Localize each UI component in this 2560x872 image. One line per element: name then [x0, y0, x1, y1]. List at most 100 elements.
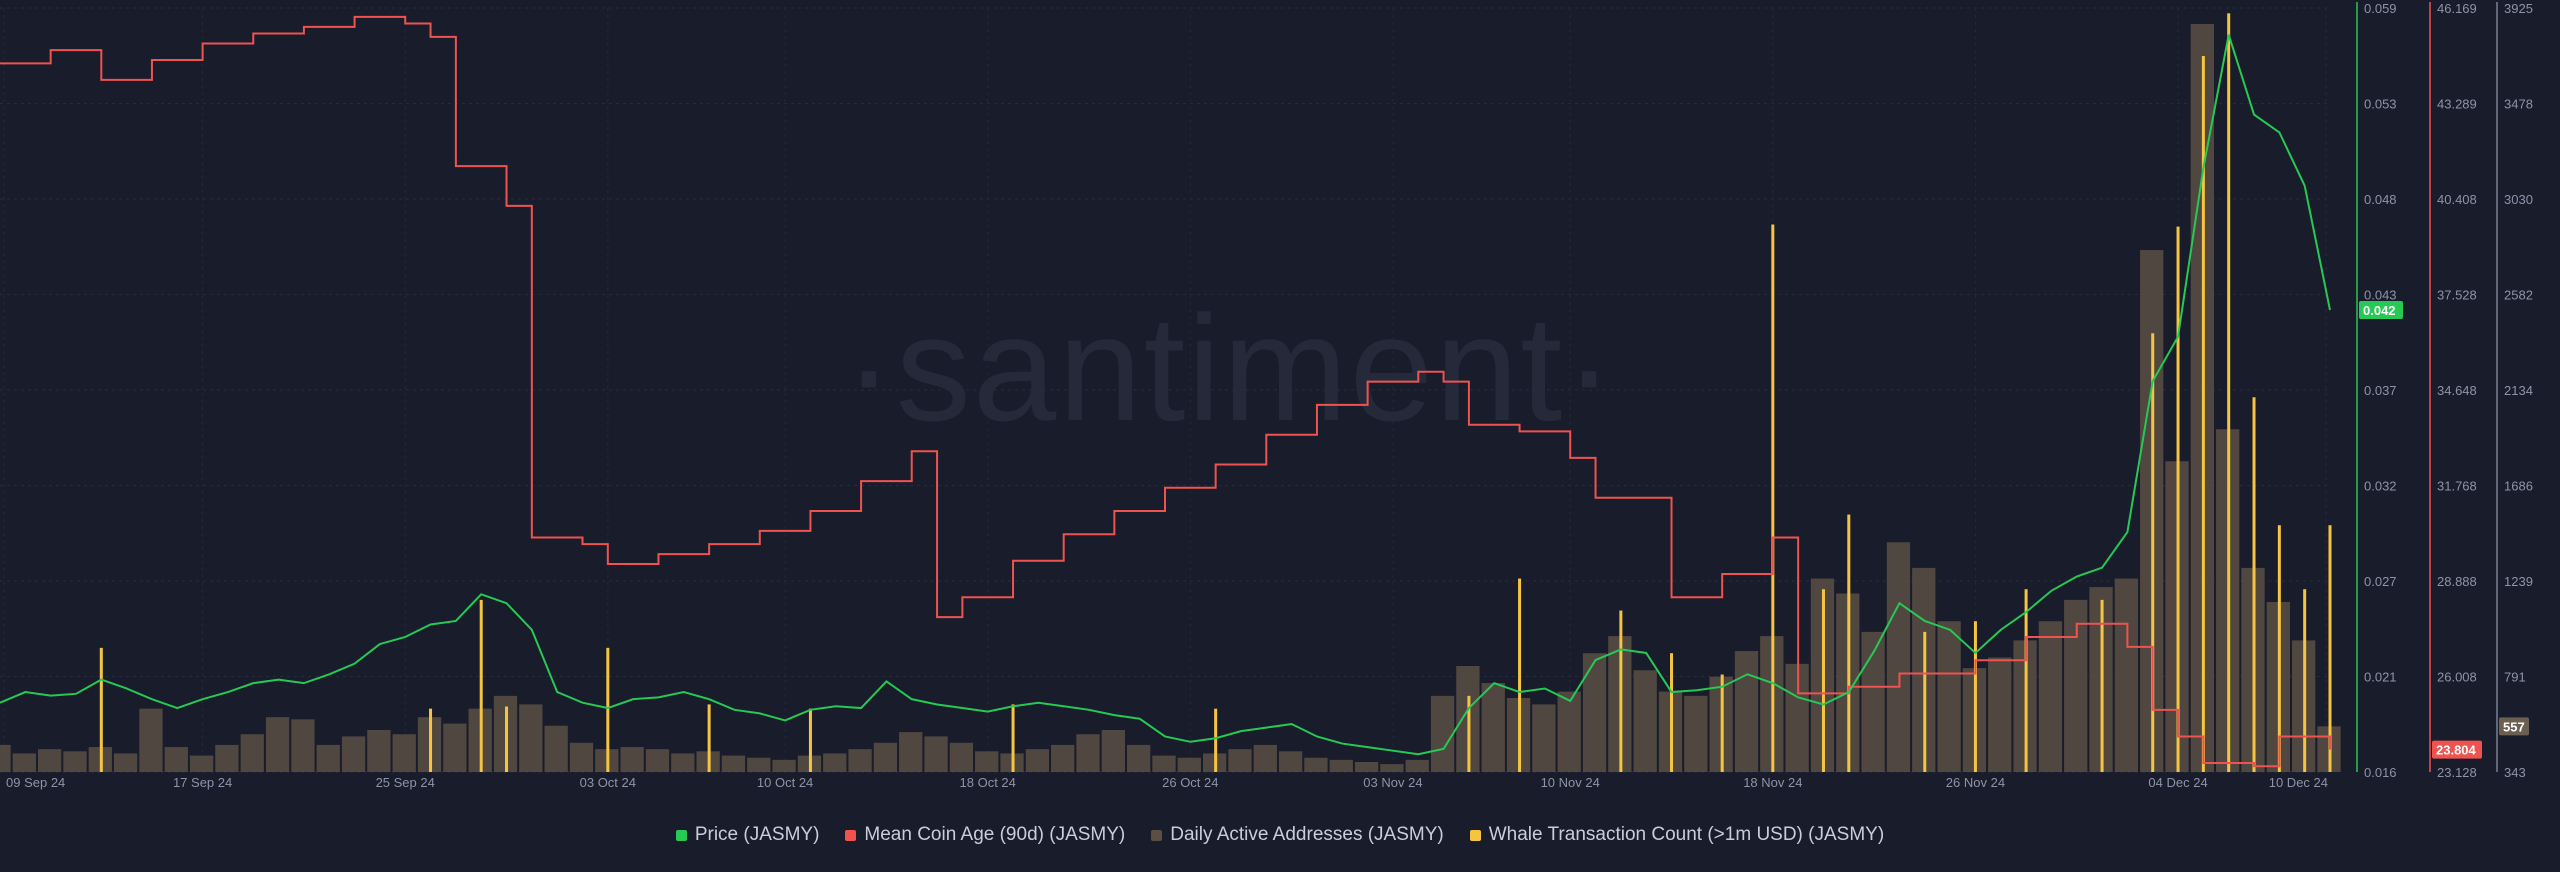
daa-tick-label: 3925 [2504, 1, 2533, 16]
whale-spike [707, 704, 711, 772]
price-tick-label: 0.021 [2364, 670, 2397, 685]
daa-bar [1329, 759, 1353, 772]
mca-tick-label: 37.528 [2437, 288, 2477, 303]
legend-label-price: Price (JASMY) [694, 824, 820, 845]
legend: Price (JASMY) Mean Coin Age (90d) (JASMY… [0, 820, 2560, 850]
legend-item-whale[interactable]: Whale Transaction Count (>1m USD) (JASMY… [1469, 824, 1885, 846]
daa-tick-label: 2134 [2504, 383, 2533, 398]
daa-bar [1557, 691, 1581, 772]
daa-bar [544, 725, 568, 772]
daa-bar [975, 751, 999, 772]
price-tick-label: 0.037 [2364, 383, 2397, 398]
daa-bar [37, 749, 62, 772]
mca-tick-label: 23.128 [2437, 765, 2477, 780]
daa-badge-text: 557 [2503, 719, 2525, 734]
daa-bar [949, 742, 974, 772]
daa-bar [316, 744, 340, 772]
price-tick-label: 0.053 [2364, 97, 2397, 112]
whale-spike [2024, 589, 2028, 772]
daa-tick-label: 1686 [2504, 479, 2533, 494]
legend-item-price[interactable]: Price (JASMY) [675, 824, 820, 846]
daa-badge [2499, 717, 2529, 736]
x-tick-label: 03 Nov 24 [1363, 775, 1422, 790]
daa-bar [1734, 651, 1759, 772]
price-tick-label: 0.032 [2364, 479, 2397, 494]
daa-bar [620, 747, 644, 772]
whale-swatch-icon [1469, 829, 1481, 841]
santiment-watermark: ·santiment· [844, 284, 1616, 452]
whale-spike [1619, 610, 1623, 772]
whale-spike [2100, 599, 2104, 772]
mca-tick-label: 43.289 [2437, 97, 2477, 112]
gridlines [0, 7, 2330, 773]
daa-bar [747, 757, 771, 772]
daa-bar [443, 723, 467, 772]
daa-bar [1354, 761, 1379, 772]
legend-item-mca[interactable]: Mean Coin Age (90d) (JASMY) [845, 824, 1125, 846]
x-tick-label: 03 Oct 24 [580, 775, 636, 790]
daa-bar [63, 751, 87, 772]
daa-bar [1304, 757, 1328, 772]
whale-spike [1973, 621, 1977, 772]
whale-spike [505, 706, 509, 772]
daa-bar [12, 753, 36, 772]
whale-spike [2151, 333, 2155, 772]
x-tick-label: 18 Oct 24 [960, 775, 1016, 790]
whale-spike [2201, 55, 2205, 773]
daa-bar [1076, 734, 1100, 772]
daa-bar [367, 729, 391, 772]
whale-spike [1467, 695, 1471, 772]
whale-spike [1518, 578, 1522, 772]
mca-tick-label: 34.648 [2437, 383, 2477, 398]
legend-item-daa[interactable]: Daily Active Addresses (JASMY) [1151, 824, 1444, 846]
whale-spike [1847, 514, 1851, 772]
whale-spike [429, 708, 433, 772]
daa-bar [2114, 578, 2139, 772]
daa-bar [1405, 759, 1429, 772]
daa-tick-label: 1239 [2504, 574, 2533, 589]
axes: 09 Sep 24 17 Sep 24 25 Sep 24 03 Oct 24 10 O… [6, 1, 2533, 790]
x-tick-label: 10 Nov 24 [1541, 775, 1600, 790]
x-tick-label: 18 Nov 24 [1743, 775, 1802, 790]
daa-bar [1177, 757, 1201, 772]
daa-bar [0, 744, 11, 772]
price-tick-label: 0.043 [2364, 288, 2397, 303]
daa-bar [1861, 631, 1885, 772]
x-tick-label: 10 Oct 24 [757, 775, 813, 790]
x-tick-label: 26 Oct 24 [1162, 775, 1218, 790]
daa-bar [240, 734, 264, 772]
daa-bar [1532, 704, 1556, 772]
daa-tick-label: 2582 [2504, 288, 2533, 303]
daa-bar [1684, 695, 1708, 772]
daa-bar [2064, 599, 2088, 772]
whale-spike [1923, 631, 1927, 772]
legend-label-whale: Whale Transaction Count (>1m USD) (JASMY… [1488, 824, 1885, 845]
daa-bar [1988, 657, 2012, 772]
value-badges: 0.042 23.804 557 [2359, 301, 2529, 759]
daa-bar [1633, 670, 1657, 772]
daa-bar [1253, 744, 1277, 772]
daa-tick-label: 3030 [2504, 192, 2533, 207]
mca-tick-label: 40.408 [2437, 192, 2477, 207]
daa-bar [1228, 749, 1252, 772]
price-tick-label: 0.016 [2364, 765, 2397, 780]
daa-tick-label: 791 [2504, 670, 2526, 685]
daa-bar [164, 747, 188, 772]
daa-bar [671, 753, 695, 772]
whale-spike [2303, 589, 2307, 772]
whale-spike [1670, 653, 1674, 772]
daa-bar [1937, 621, 1961, 772]
daa-bar [1152, 755, 1176, 772]
series-lines [0, 15, 2331, 768]
mca-tick-label: 28.888 [2437, 574, 2477, 589]
price-tick-label: 0.059 [2364, 1, 2397, 16]
whale-spikes [99, 13, 2332, 773]
daa-bar [1051, 744, 1075, 772]
daa-bar [519, 704, 543, 772]
whale-spike [2252, 397, 2256, 772]
whale-spike [1720, 674, 1724, 772]
x-tick-label: 04 Dec 24 [2148, 775, 2207, 790]
daa-bar [2038, 621, 2063, 772]
daa-bar [848, 749, 872, 772]
